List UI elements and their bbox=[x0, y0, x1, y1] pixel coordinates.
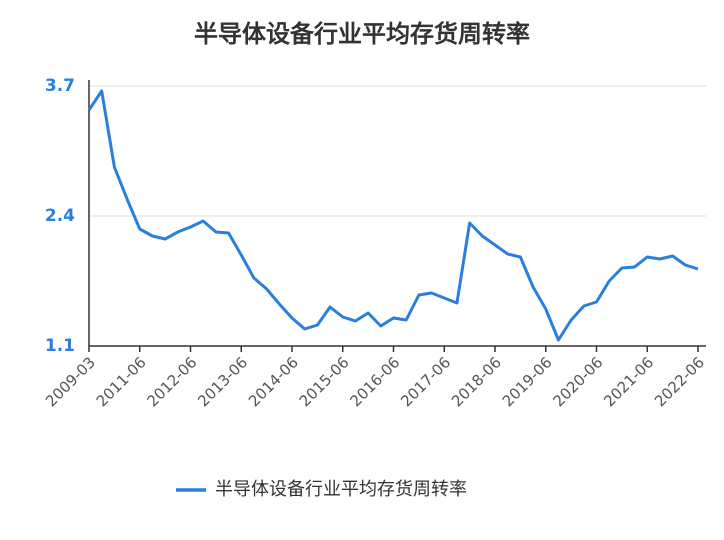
x-tick-label: 2022-06 bbox=[651, 353, 708, 410]
chart-title: 半导体设备行业平均存货周转率 bbox=[194, 20, 530, 48]
legend-label: 半导体设备行业平均存货周转率 bbox=[215, 479, 467, 500]
x-tick-label: 2017-06 bbox=[397, 353, 454, 410]
x-tick-label: 2009-03 bbox=[42, 353, 99, 410]
x-tick-label: 2014-06 bbox=[245, 353, 302, 410]
data-line bbox=[87, 89, 699, 342]
y-tick-label: 2.4 bbox=[45, 206, 75, 226]
x-tick-label: 2021-06 bbox=[600, 353, 657, 410]
y-tick-label: 1.1 bbox=[45, 336, 75, 356]
x-tick-label: 2013-06 bbox=[194, 353, 251, 410]
x-tick-label: 2011-06 bbox=[93, 353, 150, 410]
y-tick-label: 3.7 bbox=[45, 76, 75, 96]
x-tick-label: 2015-06 bbox=[296, 353, 353, 410]
x-tick-label: 2019-06 bbox=[499, 353, 556, 410]
x-tick-label: 2018-06 bbox=[448, 353, 505, 410]
x-tick-label: 2020-06 bbox=[549, 353, 606, 410]
x-tick-label: 2012-06 bbox=[143, 353, 200, 410]
x-tick-label: 2016-06 bbox=[346, 353, 403, 410]
